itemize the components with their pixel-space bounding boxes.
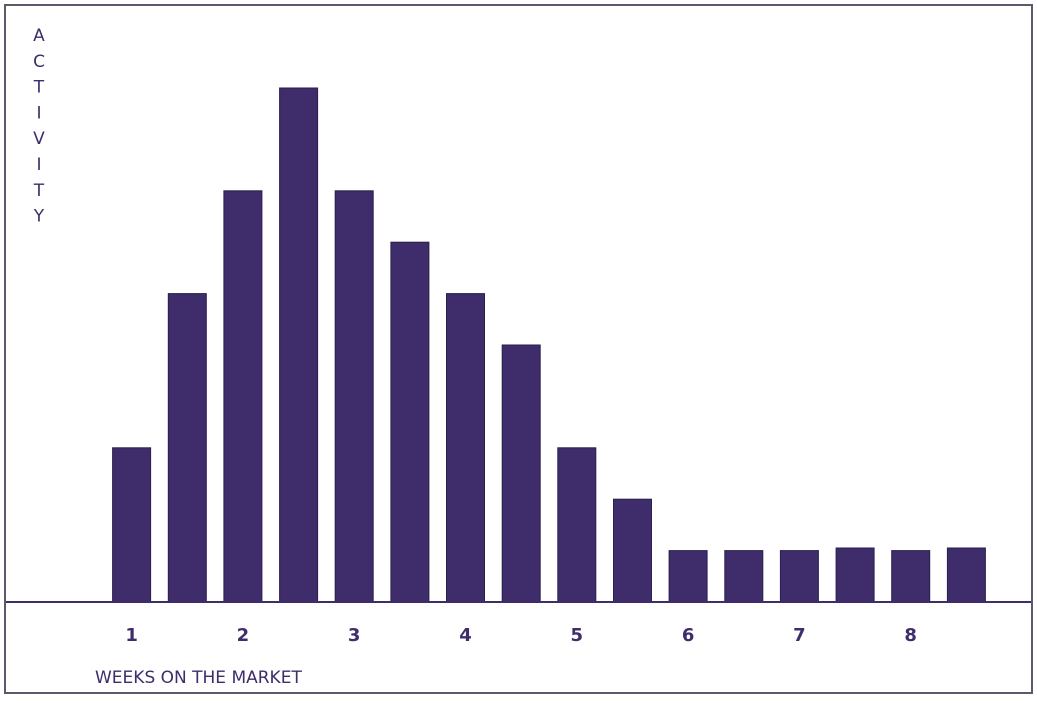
y-axis-label-letter: T — [33, 78, 45, 98]
bar-2 — [167, 293, 207, 603]
chart-border — [4, 4, 1033, 694]
bar-12 — [724, 550, 764, 603]
x-tick-label: 5 — [571, 625, 584, 646]
bar-9 — [557, 447, 597, 603]
x-tick-label: 4 — [459, 625, 472, 646]
y-axis-label-letter: I — [36, 155, 41, 175]
bar-series — [112, 87, 986, 603]
x-tick-label: 8 — [904, 625, 917, 646]
y-axis-label-letter: A — [33, 26, 45, 46]
x-tick-label: 3 — [348, 625, 361, 646]
bar-13 — [779, 550, 819, 603]
y-axis-label-letter: Y — [33, 207, 45, 227]
bar-11 — [668, 550, 708, 603]
y-axis-label-letter: V — [33, 129, 45, 149]
y-axis-label-letter: C — [33, 52, 45, 72]
bar-8 — [501, 344, 541, 603]
x-axis-label: WEEKS ON THE MARKET — [95, 668, 302, 688]
x-tick-label: 1 — [125, 625, 138, 646]
x-tick-label: 7 — [793, 625, 806, 646]
bar-10 — [613, 498, 652, 603]
bar-4 — [279, 87, 319, 603]
bar-6 — [390, 241, 430, 603]
y-axis-label-letter: T — [33, 181, 45, 201]
bar-7 — [446, 293, 485, 603]
x-tick-label: 6 — [682, 625, 695, 646]
bar-1 — [112, 447, 152, 603]
bar-16 — [946, 547, 986, 603]
bar-15 — [891, 550, 931, 603]
bar-3 — [223, 190, 263, 603]
y-axis-label-letter: I — [36, 103, 41, 123]
x-tick-label: 2 — [237, 625, 250, 646]
bar-14 — [835, 547, 875, 603]
x-axis-ticks: 1 2 3 4 5 6 7 8 — [125, 625, 917, 646]
bar-5 — [334, 190, 374, 603]
